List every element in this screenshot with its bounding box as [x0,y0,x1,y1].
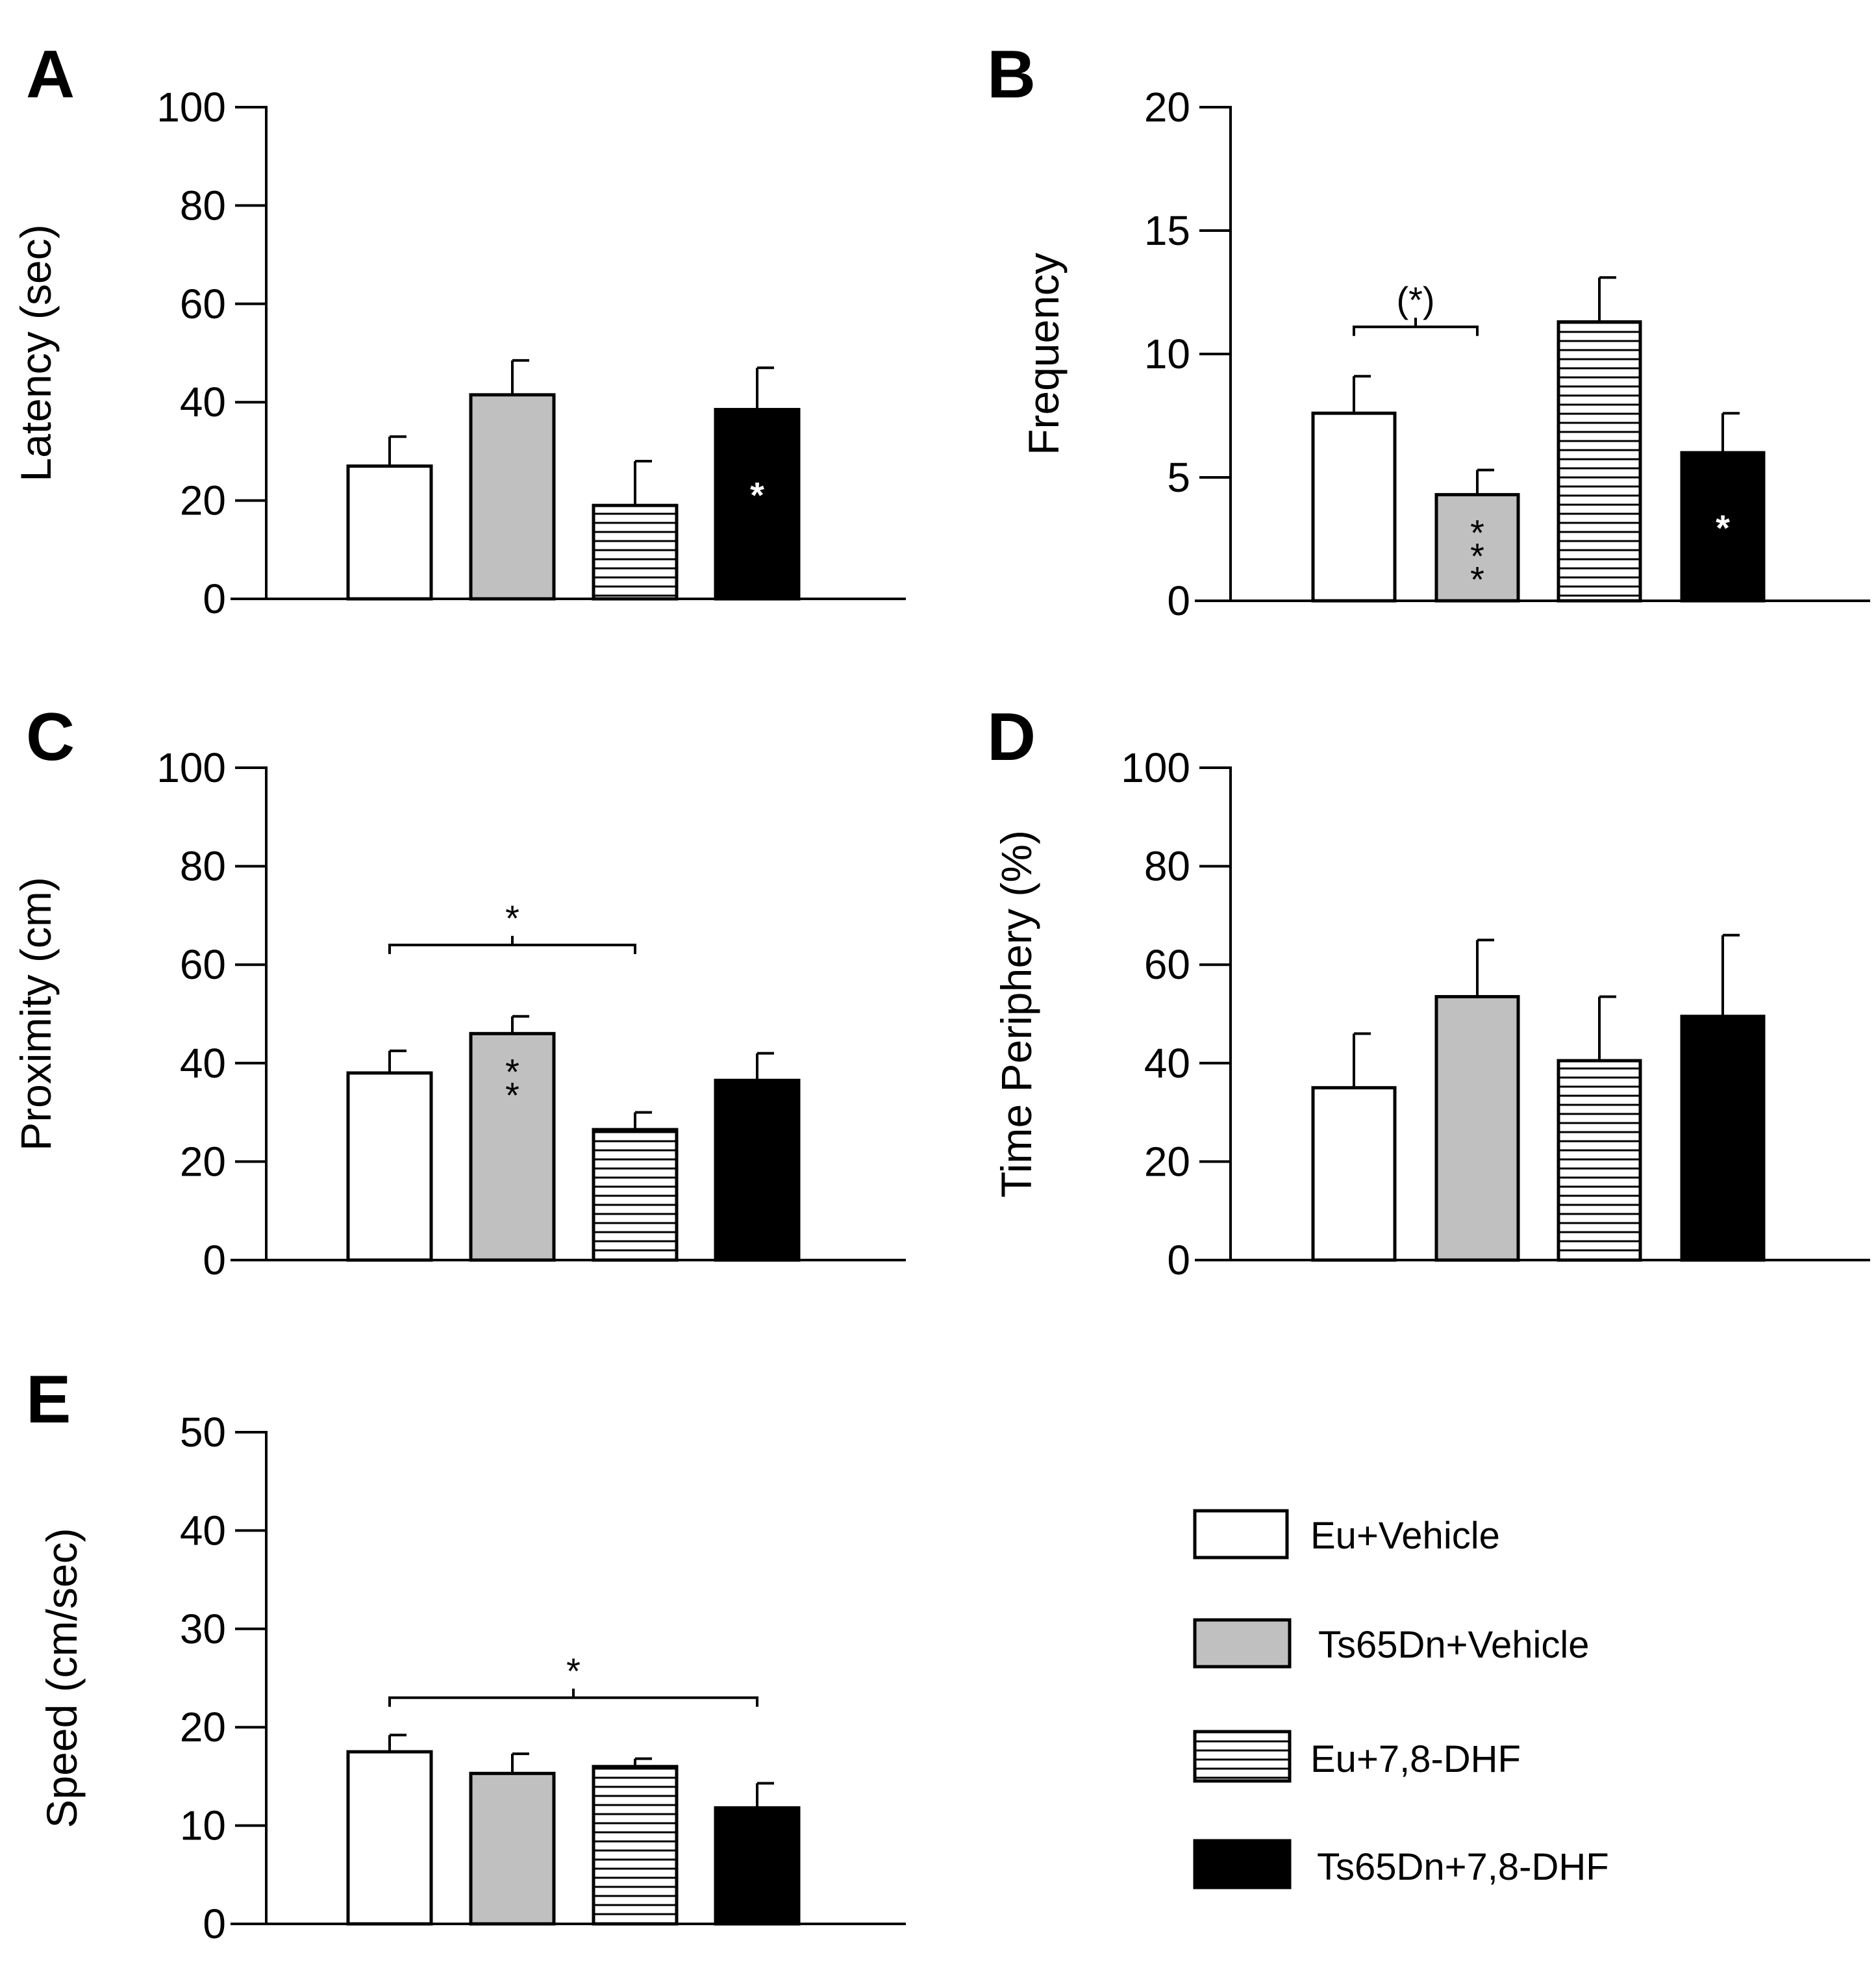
y-tick-label: 20 [180,477,226,524]
bar [592,1765,679,1926]
bar [1434,493,1520,603]
bar [714,1078,801,1262]
y-tick-label: 40 [1144,1040,1190,1087]
y-tick-label: 30 [180,1606,226,1652]
y-tick-label: 100 [156,84,226,131]
bracket-label: (*) [1396,279,1434,320]
y-tick-label: 0 [203,575,226,622]
y-tick-label: 0 [203,1237,226,1283]
legend-swatch-gray [1193,1618,1292,1669]
significance-star: * [505,1074,519,1115]
panel-letter: E [26,1362,71,1437]
bar [1557,1059,1642,1262]
significance-star: * [1716,507,1730,548]
y-tick-label: 80 [1144,843,1190,890]
y-tick-label: 60 [180,941,226,988]
y-tick-label: 0 [203,1901,226,1947]
bracket-label: * [566,1650,581,1691]
bar [1311,411,1397,603]
significance-bracket [1353,325,1479,336]
panel-letter: D [987,700,1036,775]
bar [1557,320,1642,603]
significance-star: * [505,1051,519,1092]
y-tick-label: 100 [156,744,226,791]
bar [592,503,679,601]
bar [469,1771,556,1926]
y-tick-label: 0 [1167,577,1190,624]
y-tick-label: 10 [180,1802,226,1849]
bar [1434,994,1520,1262]
y-tick-label: 20 [180,1138,226,1185]
y-tick-label: 0 [1167,1237,1190,1283]
legend-label: Ts65Dn+7,8-DHF [1317,1846,1609,1888]
legend-item: Ts65Dn+7,8-DHF [1193,1839,1609,1889]
significance-star: * [1470,536,1484,577]
bar [469,393,556,601]
y-tick-label: 20 [180,1704,226,1750]
legend: Eu+Vehicle Ts65Dn+Vehicle Eu+7,8-DHF Ts6… [1193,1509,1609,1889]
legend-label: Ts65Dn+Vehicle [1318,1624,1590,1666]
bar [346,1071,433,1262]
significance-bracket [388,943,636,954]
y-tick-label: 100 [1121,744,1190,791]
y-tick-label: 20 [1144,84,1190,131]
bar [1311,1086,1397,1262]
bar [714,1806,801,1926]
y-tick-label: 60 [1144,941,1190,988]
y-tick-label: 80 [180,182,226,229]
panel-letter: C [26,700,75,775]
bar [346,464,433,601]
legend-item: Eu+7,8-DHF [1193,1730,1521,1783]
y-tick-label: 80 [180,843,226,890]
chart-panel-e: E 0 10 20 30 40 50 Speed (cm/sec) * [26,1362,906,1947]
legend-label: Eu+7,8-DHF [1310,1738,1521,1780]
bar [714,408,801,601]
y-tick-label: 15 [1144,207,1190,254]
significance-star: * [750,474,764,515]
legend-swatch-black [1193,1839,1292,1889]
y-axis-title: Speed (cm/sec) [38,1528,86,1828]
chart-panel-a: A 0 20 40 60 80 100 Latency (sec) * [12,37,906,622]
significance-star: * [1470,512,1484,553]
y-tick-label: 60 [180,281,226,327]
significance-bracket [388,1696,758,1707]
legend-label: Eu+Vehicle [1310,1515,1500,1557]
y-axis-title: Time Periphery (%) [992,830,1040,1198]
legend-item: Ts65Dn+Vehicle [1193,1618,1590,1669]
panel-letter: B [987,37,1036,112]
legend-swatch-stripes [1193,1730,1292,1783]
y-axis-title: Proximity (cm) [12,877,60,1151]
y-tick-label: 40 [180,1507,226,1554]
legend-item: Eu+Vehicle [1193,1509,1500,1560]
bar [1680,1015,1766,1262]
y-tick-label: 40 [180,379,226,425]
bar [346,1750,433,1926]
y-tick-label: 40 [180,1040,226,1087]
chart-panel-d: D 0 20 40 60 80 100 Time Periphery (%) [987,700,1870,1283]
y-tick-label: 5 [1167,454,1190,501]
bar [592,1128,679,1262]
bracket-label: * [505,898,519,939]
y-tick-label: 10 [1144,331,1190,377]
y-axis-title: Frequency [1019,253,1068,455]
y-axis-title: Latency (sec) [12,224,60,481]
legend-swatch-white [1193,1509,1289,1560]
panel-letter: A [26,37,75,112]
significance-star: * [1470,559,1484,600]
y-tick-label: 50 [180,1409,226,1456]
bar [469,1031,556,1262]
y-tick-label: 20 [1144,1138,1190,1185]
